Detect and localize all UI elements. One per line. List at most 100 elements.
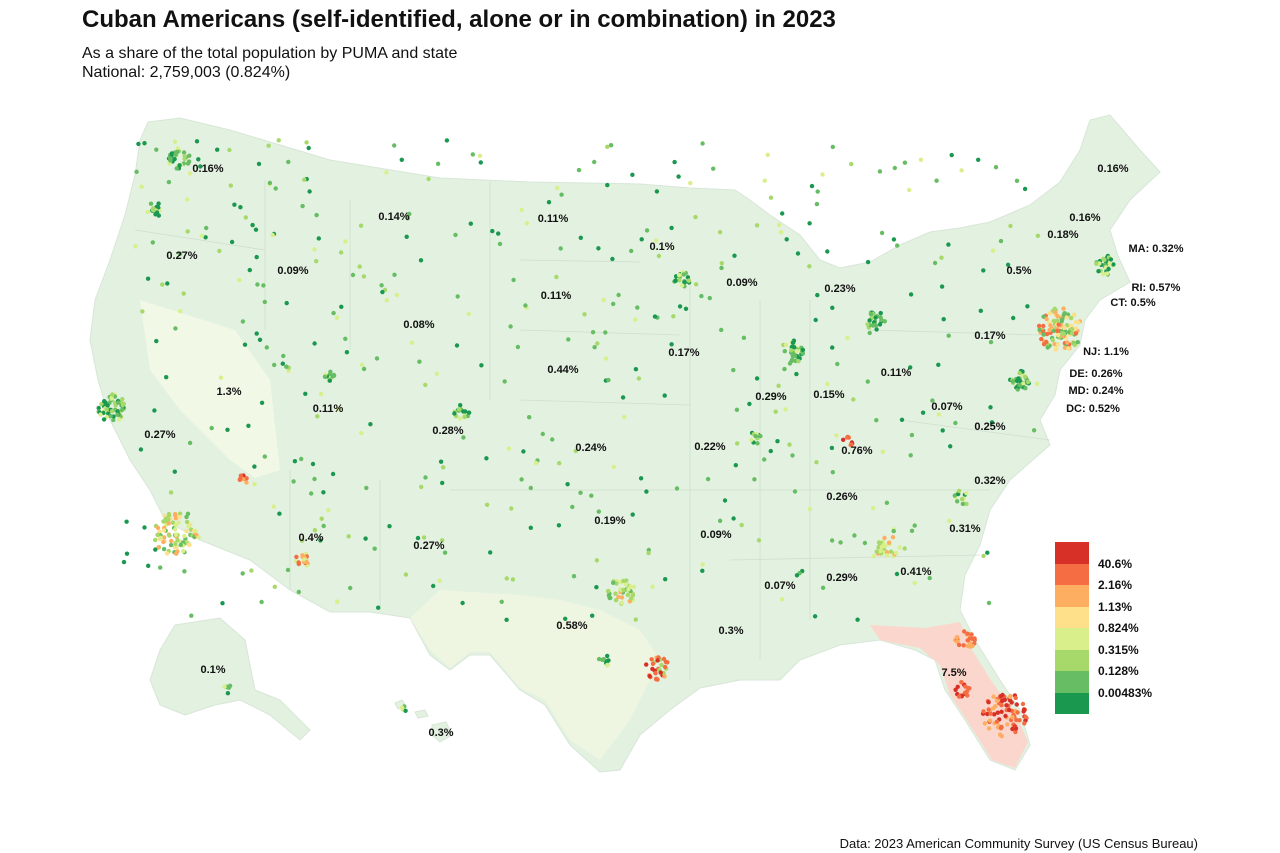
puma-dot bbox=[477, 153, 483, 158]
puma-dot bbox=[646, 550, 651, 556]
legend-row: 0.128% bbox=[1055, 649, 1152, 678]
puma-dot bbox=[956, 488, 962, 494]
puma-dot bbox=[563, 616, 568, 621]
puma-dot bbox=[511, 277, 516, 283]
puma-dot bbox=[470, 152, 475, 157]
puma-dot bbox=[594, 558, 600, 563]
state-label-me: 0.16% bbox=[1097, 163, 1128, 175]
puma-dot bbox=[300, 203, 305, 209]
puma-dot bbox=[372, 546, 377, 551]
puma-dot bbox=[152, 408, 157, 413]
legend-row: 1.13% bbox=[1055, 585, 1152, 614]
puma-dot bbox=[455, 294, 460, 299]
puma-dot bbox=[306, 145, 311, 151]
puma-dot bbox=[244, 480, 249, 485]
puma-dot bbox=[644, 228, 650, 233]
puma-dot bbox=[663, 577, 668, 582]
puma-dot bbox=[1068, 315, 1074, 321]
puma-dot bbox=[496, 231, 501, 236]
puma-dot bbox=[238, 205, 243, 210]
puma-dot bbox=[652, 314, 658, 319]
puma-dot bbox=[466, 311, 471, 316]
puma-dot bbox=[328, 369, 333, 374]
puma-dot bbox=[1062, 345, 1068, 350]
puma-dot bbox=[679, 283, 685, 288]
legend-label: 0.315% bbox=[1098, 642, 1139, 657]
puma-dot bbox=[182, 569, 187, 574]
puma-dot bbox=[405, 216, 410, 221]
puma-dot bbox=[173, 532, 179, 537]
puma-dot bbox=[997, 732, 1003, 737]
puma-dot bbox=[768, 195, 774, 200]
puma-dot bbox=[154, 210, 160, 215]
puma-dot bbox=[686, 278, 692, 283]
puma-dot bbox=[644, 489, 649, 494]
puma-dot bbox=[250, 222, 255, 228]
puma-dot bbox=[173, 326, 178, 331]
puma-dot bbox=[217, 248, 222, 254]
legend-swatch bbox=[1055, 563, 1089, 585]
puma-dot bbox=[985, 711, 990, 717]
legend-row: 0.00483% bbox=[1055, 671, 1152, 700]
puma-dot bbox=[343, 336, 348, 341]
puma-dot bbox=[177, 511, 183, 516]
puma-dot bbox=[334, 315, 340, 320]
puma-dot bbox=[894, 550, 899, 556]
puma-dot bbox=[185, 511, 191, 516]
puma-dot bbox=[909, 528, 915, 533]
puma-dot bbox=[968, 644, 973, 649]
state-label-ar: 0.09% bbox=[700, 529, 731, 541]
puma-dot bbox=[884, 553, 890, 558]
puma-dot bbox=[164, 551, 170, 556]
puma-dot bbox=[1014, 702, 1019, 707]
puma-dot bbox=[533, 460, 539, 466]
puma-dot bbox=[669, 225, 674, 231]
puma-dot bbox=[185, 197, 190, 202]
puma-dot bbox=[361, 366, 367, 372]
puma-dot bbox=[829, 538, 835, 543]
puma-dot bbox=[683, 306, 689, 311]
puma-dot bbox=[228, 183, 233, 188]
puma-dot bbox=[722, 498, 728, 503]
puma-dot bbox=[873, 323, 879, 328]
legend-label: 0.128% bbox=[1098, 664, 1139, 679]
puma-dot bbox=[307, 189, 312, 194]
puma-dot bbox=[284, 300, 289, 306]
puma-dot bbox=[173, 516, 179, 521]
puma-dot bbox=[431, 583, 436, 589]
subtitle-line-1: As a share of the total population by PU… bbox=[82, 45, 458, 62]
puma-dot bbox=[625, 592, 631, 598]
puma-dot bbox=[1020, 701, 1026, 707]
puma-dot bbox=[739, 522, 744, 528]
puma-dot bbox=[841, 437, 846, 442]
puma-dot bbox=[607, 595, 612, 601]
puma-dot bbox=[528, 525, 533, 530]
puma-dot bbox=[762, 178, 767, 183]
puma-dot bbox=[440, 480, 445, 486]
puma-dot bbox=[1062, 311, 1067, 316]
puma-dot bbox=[463, 409, 468, 414]
puma-dot bbox=[852, 533, 857, 538]
puma-dot bbox=[151, 206, 156, 211]
puma-dot bbox=[256, 161, 262, 167]
puma-dot bbox=[421, 535, 427, 540]
state-label-wa: 0.16% bbox=[192, 163, 223, 175]
legend-swatch bbox=[1055, 542, 1089, 564]
puma-dot bbox=[172, 545, 178, 550]
puma-dot bbox=[947, 518, 952, 523]
state-label-id: 0.09% bbox=[277, 265, 308, 277]
state-label-dc: DC: 0.52% bbox=[1066, 403, 1120, 415]
puma-dot bbox=[927, 575, 932, 581]
state-label-mn: 0.1% bbox=[649, 241, 674, 253]
state-label-ct: CT: 0.5% bbox=[1110, 297, 1155, 309]
state-label-hi: 0.3% bbox=[428, 727, 453, 739]
puma-dot bbox=[1094, 261, 1099, 266]
puma-dot bbox=[825, 381, 830, 387]
puma-dot bbox=[284, 364, 289, 369]
puma-dot bbox=[174, 166, 179, 171]
puma-dot bbox=[616, 292, 621, 298]
state-label-nm: 0.27% bbox=[413, 540, 444, 552]
state-label-sc: 0.31% bbox=[949, 523, 980, 535]
puma-dot bbox=[1041, 323, 1046, 329]
puma-dot bbox=[1048, 323, 1053, 328]
